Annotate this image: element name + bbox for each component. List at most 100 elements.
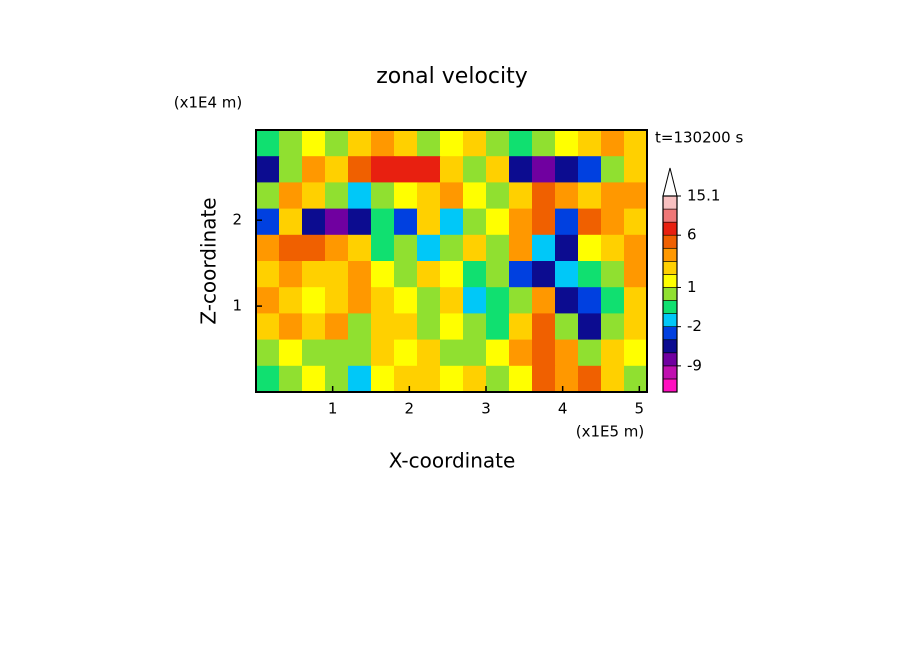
contour-cell	[555, 261, 579, 288]
contour-cell	[578, 261, 602, 288]
contour-cell	[555, 365, 579, 393]
contour-cell	[578, 313, 602, 341]
contour-cell	[532, 261, 556, 288]
contour-cell	[302, 365, 326, 393]
contour-cell	[624, 234, 648, 262]
contour-cell	[440, 234, 464, 262]
colorbar-tick-label: 15.1	[687, 187, 720, 205]
contour-cell	[348, 156, 372, 183]
contour-cell	[532, 182, 556, 210]
contour-cell	[417, 156, 441, 183]
contour-cell	[601, 313, 625, 341]
contour-cell	[279, 234, 303, 262]
contour-cell	[555, 156, 579, 183]
contour-cell	[486, 130, 510, 157]
contour-cell	[302, 208, 326, 236]
contour-cell	[440, 339, 464, 367]
contour-cell	[325, 261, 349, 288]
plot-frame	[255, 129, 648, 393]
contour-cell	[601, 287, 625, 314]
contour-cell	[417, 313, 441, 341]
colorbar-segment	[662, 339, 678, 354]
contour-cell	[509, 287, 533, 314]
contour-cell	[463, 234, 487, 262]
contour-cell	[440, 156, 464, 183]
contour-cell	[256, 182, 280, 210]
contour-cell	[302, 339, 326, 367]
colorbar-tick-label: 1	[687, 278, 697, 296]
contour-cell	[601, 339, 625, 367]
contour-cell	[325, 234, 349, 262]
contour-cell	[394, 182, 418, 210]
contour-cell	[302, 156, 326, 183]
contour-cell	[555, 287, 579, 314]
contour-cell	[486, 261, 510, 288]
contour-cell	[302, 287, 326, 314]
contour-cell	[486, 287, 510, 314]
contour-cell	[555, 234, 579, 262]
contour-cell	[440, 208, 464, 236]
contour-cell	[463, 339, 487, 367]
contour-cell	[325, 208, 349, 236]
contour-cell	[417, 287, 441, 314]
contour-cell	[256, 130, 280, 157]
contour-cell	[624, 208, 648, 236]
contour-cell	[440, 261, 464, 288]
contour-cell	[532, 365, 556, 393]
y-axis-label: Z-coordinate	[197, 197, 221, 324]
colorbar-extension	[662, 167, 678, 197]
contour-cell	[371, 365, 395, 393]
contour-cell	[279, 182, 303, 210]
contour-cell	[417, 234, 441, 262]
contour-cell	[601, 156, 625, 183]
contour-cell	[532, 339, 556, 367]
contour-cell	[256, 261, 280, 288]
contour-cell	[371, 313, 395, 341]
contour-cell	[417, 208, 441, 236]
contour-cell	[440, 182, 464, 210]
contour-cell	[325, 339, 349, 367]
contour-cell	[348, 130, 372, 157]
contour-cell	[509, 130, 533, 157]
contour-cell	[555, 130, 579, 157]
colorbar-segment	[662, 221, 678, 236]
contour-cell	[302, 261, 326, 288]
contour-cell	[486, 208, 510, 236]
contour-cell	[371, 261, 395, 288]
contour-cell	[371, 182, 395, 210]
contour-cell	[486, 313, 510, 341]
contour-cell	[463, 208, 487, 236]
contour-cell	[279, 365, 303, 393]
contour-cell	[509, 261, 533, 288]
time-label: t=130200 s	[655, 129, 743, 147]
contour-cell	[417, 130, 441, 157]
colorbar-segment	[662, 287, 678, 301]
contour-cell	[256, 287, 280, 314]
contour-cell	[279, 339, 303, 367]
x-tick-label: 1	[328, 400, 338, 418]
contour-cell	[371, 156, 395, 183]
contour-cell	[601, 182, 625, 210]
contour-cell	[463, 287, 487, 314]
contour-cell	[624, 313, 648, 341]
colorbar-segment	[662, 208, 678, 223]
colorbar-segment	[662, 247, 678, 262]
contour-cell	[463, 261, 487, 288]
colorbar-segment	[662, 326, 678, 341]
contour-cell	[417, 365, 441, 393]
contour-cell	[348, 339, 372, 367]
colorbar-segment	[662, 313, 678, 327]
contour-cell	[509, 156, 533, 183]
contour-cell	[486, 182, 510, 210]
contour-cell	[601, 365, 625, 393]
contour-cell	[578, 208, 602, 236]
contour-cell	[371, 287, 395, 314]
contour-cell	[578, 182, 602, 210]
contour-cell	[463, 365, 487, 393]
x-tick-label: 3	[481, 400, 491, 418]
contour-cell	[601, 261, 625, 288]
contour-cell	[256, 339, 280, 367]
contour-cell	[348, 287, 372, 314]
contour-cell	[578, 287, 602, 314]
